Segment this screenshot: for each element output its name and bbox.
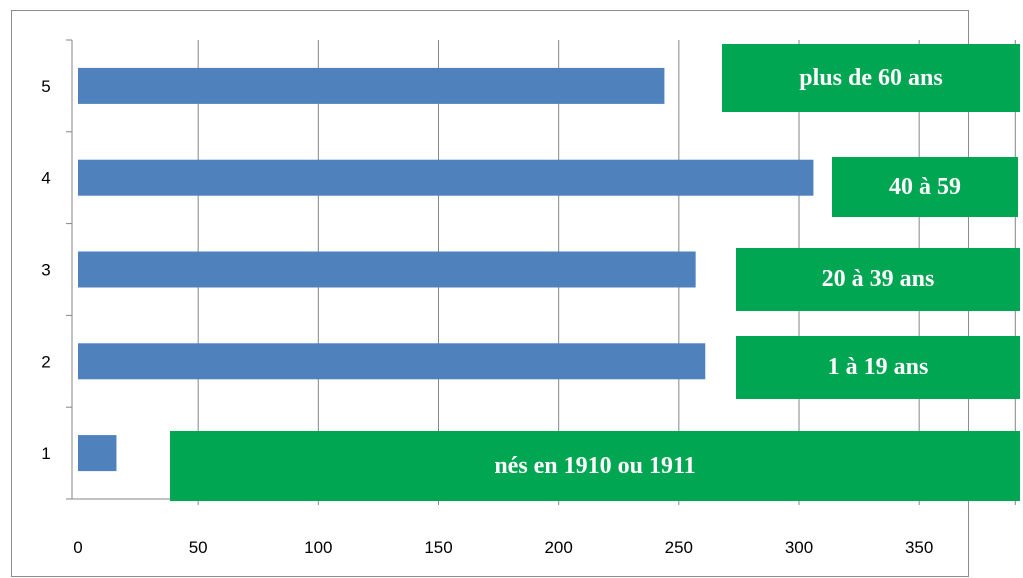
x-tick-label: 350 (905, 538, 933, 557)
bar-1 (78, 435, 117, 472)
annotation-label: 40 à 59 (889, 173, 961, 200)
annotation-box-1: nés en 1910 ou 1911 (170, 431, 1020, 501)
annotation-label: nés en 1910 ou 1911 (494, 452, 696, 479)
annotation-box-5: plus de 60 ans (722, 44, 1020, 112)
y-tick-label: 4 (41, 169, 50, 188)
bar-2 (78, 343, 706, 380)
x-tick-label: 250 (665, 538, 693, 557)
annotation-label: 20 à 39 ans (821, 266, 935, 292)
annotation-box-4: 40 à 59 (832, 157, 1018, 217)
y-tick-label: 5 (41, 77, 50, 96)
tick-labels: 0 50 100 150 200 250 300 350 1 2 3 4 5 (41, 77, 933, 557)
annotation-box-2: 1 à 19 ans (736, 336, 1020, 399)
x-tick-label: 0 (73, 538, 82, 557)
annotation-label: plus de 60 ans (799, 64, 943, 91)
x-tick-label: 50 (189, 538, 208, 557)
bars (78, 67, 814, 472)
bar-5 (78, 67, 665, 104)
bar-3 (78, 251, 696, 288)
y-tick-label: 3 (41, 261, 50, 280)
x-tick-label: 200 (544, 538, 572, 557)
x-tick-label: 150 (424, 538, 452, 557)
annotation-box-3: 20 à 39 ans (736, 248, 1020, 311)
x-tick-label: 300 (785, 538, 813, 557)
x-tick-label: 100 (304, 538, 332, 557)
bar-4 (78, 159, 814, 196)
annotation-label: 1 à 19 ans (827, 354, 929, 380)
y-tick-label: 1 (41, 444, 50, 463)
y-tick-label: 2 (41, 352, 50, 371)
